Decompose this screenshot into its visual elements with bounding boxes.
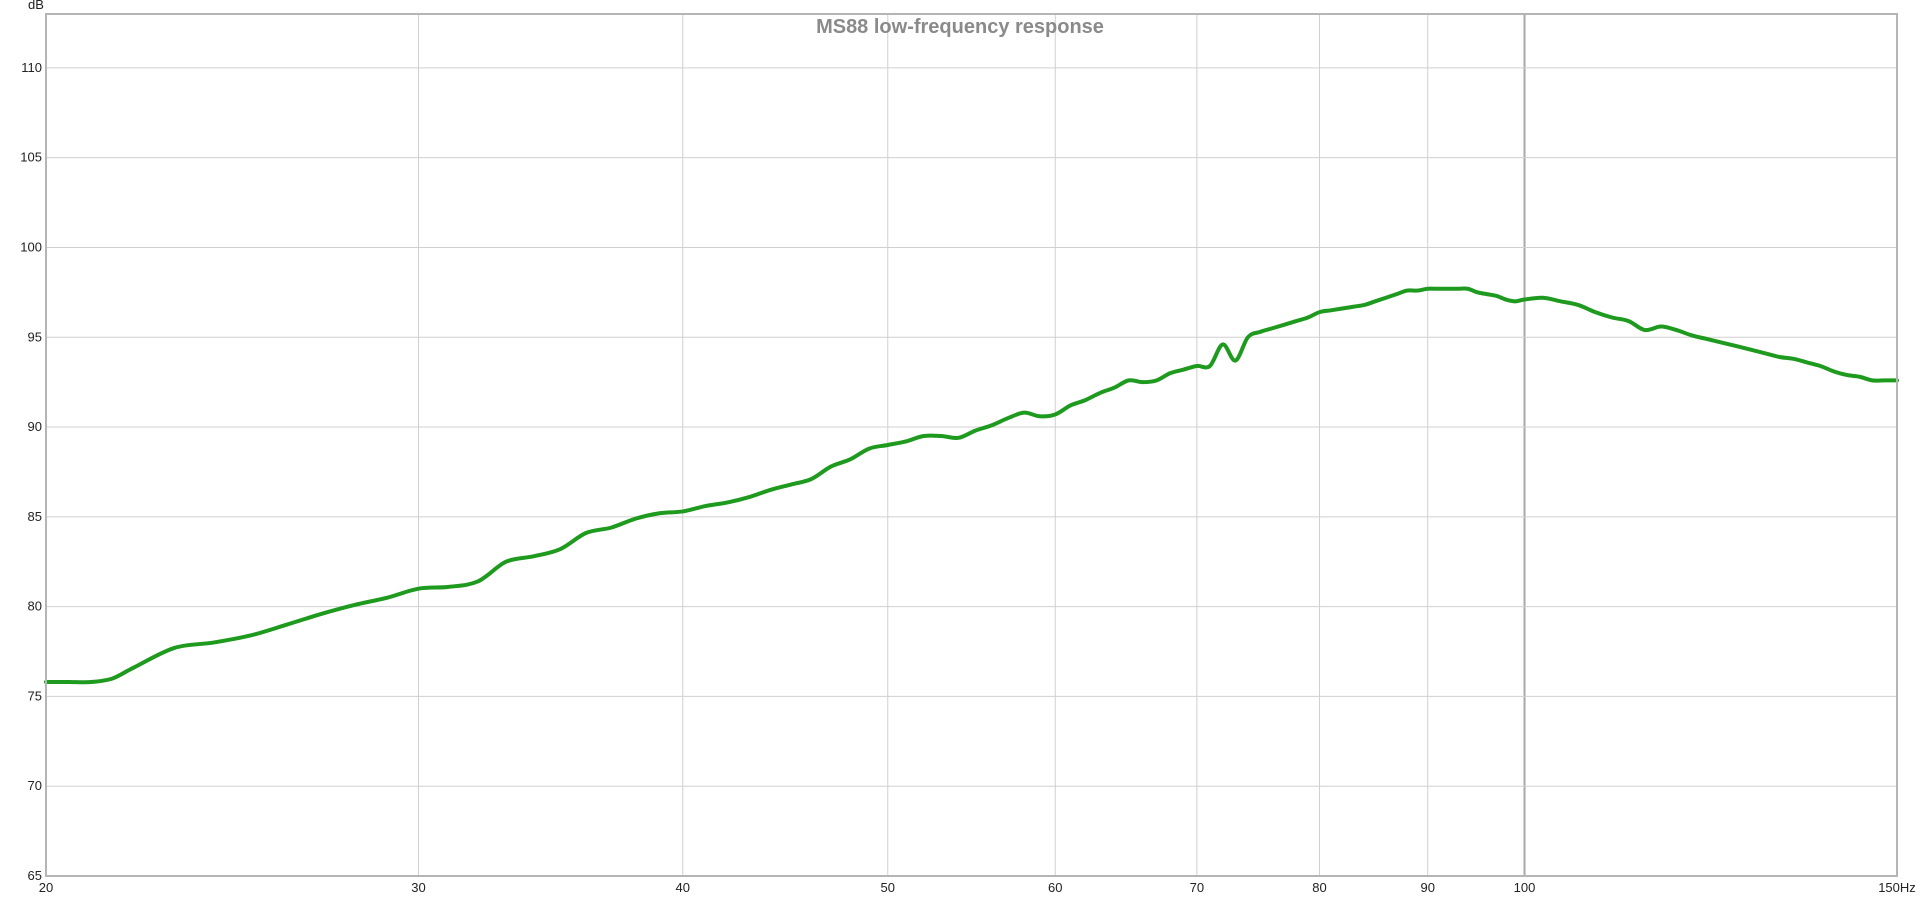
x-tick-label: 90 <box>1420 880 1434 895</box>
x-tick-label: 50 <box>881 880 895 895</box>
y-tick-label: 100 <box>20 239 42 254</box>
x-tick-label: 40 <box>676 880 690 895</box>
x-tick-label: 70 <box>1190 880 1204 895</box>
y-tick-label: 80 <box>28 599 42 614</box>
y-tick-label: 90 <box>28 419 42 434</box>
x-tick-label: 20 <box>39 880 53 895</box>
x-tick-label: 100 <box>1514 880 1536 895</box>
response-curve <box>44 286 1899 685</box>
y-tick-label: 105 <box>20 150 42 165</box>
y-tick-label: 110 <box>21 60 42 75</box>
x-tick-label: 80 <box>1312 880 1326 895</box>
y-axis-label: dB <box>28 0 44 12</box>
y-tick-label: 65 <box>28 868 42 883</box>
series-lines <box>44 286 1899 685</box>
x-tick-label: 60 <box>1048 880 1062 895</box>
y-tick-label: 85 <box>28 509 42 524</box>
y-tick-label: 75 <box>28 688 42 703</box>
y-tick-label: 95 <box>28 329 42 344</box>
chart-title: MS88 low-frequency response <box>816 16 1104 38</box>
x-tick-label: 150Hz <box>1878 880 1916 895</box>
plot-background <box>46 14 1897 876</box>
plot-frame <box>45 13 1898 877</box>
x-tick-label: 30 <box>411 880 425 895</box>
y-tick-label: 70 <box>28 778 42 793</box>
tick-labels: 20 30 40 50 60 70 80 90 100 150Hz 65 70 75 80 85 90 95 10… <box>20 60 1915 895</box>
